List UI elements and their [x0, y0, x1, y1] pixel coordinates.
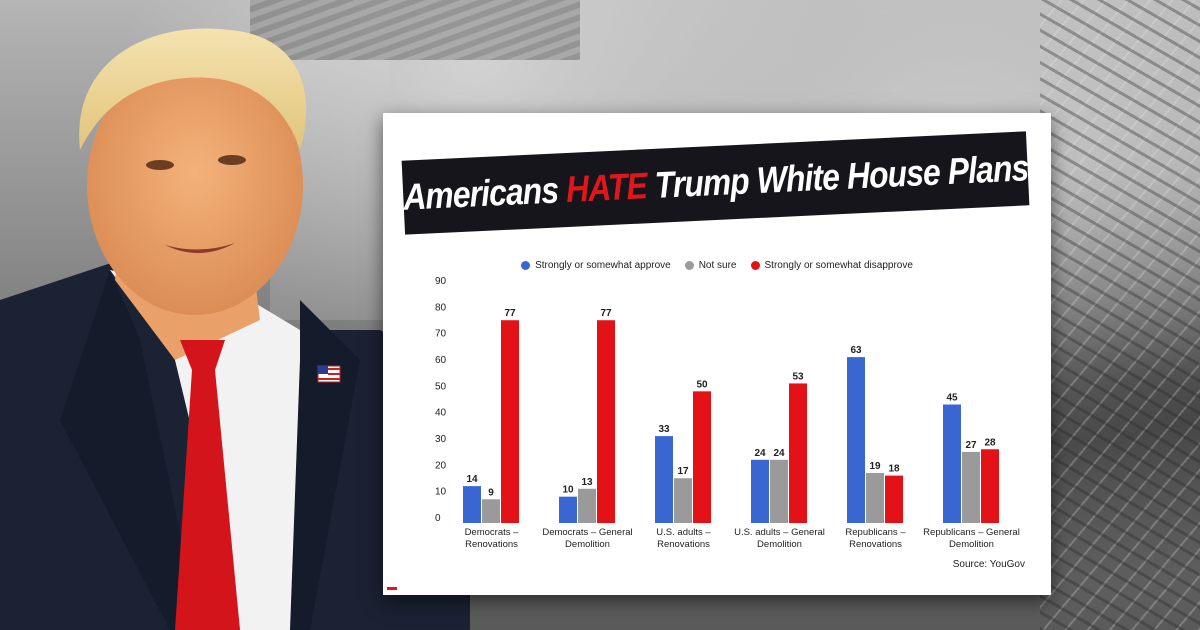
bar-value-label: 45 — [946, 393, 958, 404]
chart-source: Source: YouGov — [952, 559, 1025, 570]
bar-not-sure — [962, 451, 980, 523]
bar-value-label: 17 — [677, 466, 689, 477]
y-tick-label: 40 — [435, 408, 447, 419]
bar-value-label: 10 — [562, 485, 574, 496]
bar-approve — [943, 404, 961, 523]
bar-approve — [847, 357, 865, 523]
y-tick-label: 10 — [435, 487, 447, 498]
bar-value-label: 27 — [965, 440, 977, 451]
y-tick-label: 70 — [435, 329, 447, 340]
bar-not-sure — [674, 478, 692, 523]
legend-label-not-sure: Not sure — [698, 260, 737, 271]
bar-value-label: 18 — [888, 464, 900, 475]
bar-not-sure — [482, 499, 500, 523]
x-category-label: U.S. adults – General — [734, 527, 825, 538]
background-debris — [1040, 0, 1200, 630]
bar-disapprove — [885, 475, 903, 523]
y-tick-label: 80 — [435, 302, 447, 313]
x-category-label: Democrats – — [465, 527, 520, 538]
bar-value-label: 24 — [754, 448, 766, 459]
x-category-label: Demolition — [757, 539, 802, 550]
bar-approve — [463, 486, 481, 523]
bar-not-sure — [770, 459, 788, 523]
legend-swatch-approve — [521, 261, 531, 270]
x-category-label: Renovations — [657, 539, 710, 550]
legend-item-not-sure: Not sure — [684, 260, 737, 271]
bar-not-sure — [578, 488, 596, 523]
bar-approve — [751, 459, 769, 523]
bar-disapprove — [501, 320, 519, 523]
bar-not-sure — [866, 472, 884, 523]
x-category-label: Renovations — [849, 539, 902, 550]
bar-disapprove — [693, 391, 711, 523]
legend-item-disapprove: Strongly or somewhat disapprove — [750, 260, 913, 271]
person-photo — [0, 28, 470, 630]
bar-value-label: 33 — [658, 424, 670, 435]
x-category-label: Renovations — [465, 539, 518, 550]
chart-legend: Strongly or somewhat approve Not sure St… — [383, 260, 1051, 271]
bar-value-label: 50 — [696, 379, 708, 390]
bar-value-label: 9 — [488, 487, 494, 498]
legend-swatch-disapprove — [750, 261, 760, 270]
bar-value-label: 14 — [466, 474, 478, 485]
y-tick-label: 20 — [435, 460, 447, 471]
y-tick-label: 30 — [435, 434, 447, 445]
bar-value-label: 28 — [984, 437, 996, 448]
bar-value-label: 77 — [504, 308, 516, 319]
x-category-label: U.S. adults – — [656, 527, 711, 538]
y-tick-label: 50 — [435, 381, 447, 392]
bar-approve — [655, 436, 673, 523]
background-roof — [250, 0, 580, 60]
legend-label-disapprove: Strongly or somewhat disapprove — [764, 260, 913, 271]
bar-value-label: 13 — [581, 477, 593, 488]
y-tick-label: 90 — [435, 276, 447, 287]
x-category-label: Demolition — [949, 539, 994, 550]
x-category-label: Democrats – General — [542, 527, 632, 538]
bar-value-label: 24 — [773, 448, 785, 459]
x-category-label: Republicans – — [845, 527, 906, 538]
y-tick-label: 60 — [435, 355, 447, 366]
bar-disapprove — [981, 449, 999, 523]
chart-card: Americans HATE Trump White House Plans S… — [383, 113, 1051, 595]
bar-disapprove — [789, 383, 807, 523]
x-category-label: Republicans – General — [923, 527, 1020, 538]
bar-value-label: 63 — [850, 345, 862, 356]
y-tick-label: 0 — [435, 513, 441, 524]
bar-value-label: 19 — [869, 461, 881, 472]
legend-label-approve: Strongly or somewhat approve — [535, 260, 671, 271]
bar-disapprove — [597, 320, 615, 523]
legend-swatch-not-sure — [684, 261, 694, 270]
bar-value-label: 53 — [792, 371, 804, 382]
bar-approve — [559, 496, 577, 523]
bar-value-label: 77 — [600, 308, 612, 319]
legend-item-approve: Strongly or somewhat approve — [521, 260, 671, 271]
x-category-label: Demolition — [565, 539, 610, 550]
brand-mark — [387, 587, 397, 590]
